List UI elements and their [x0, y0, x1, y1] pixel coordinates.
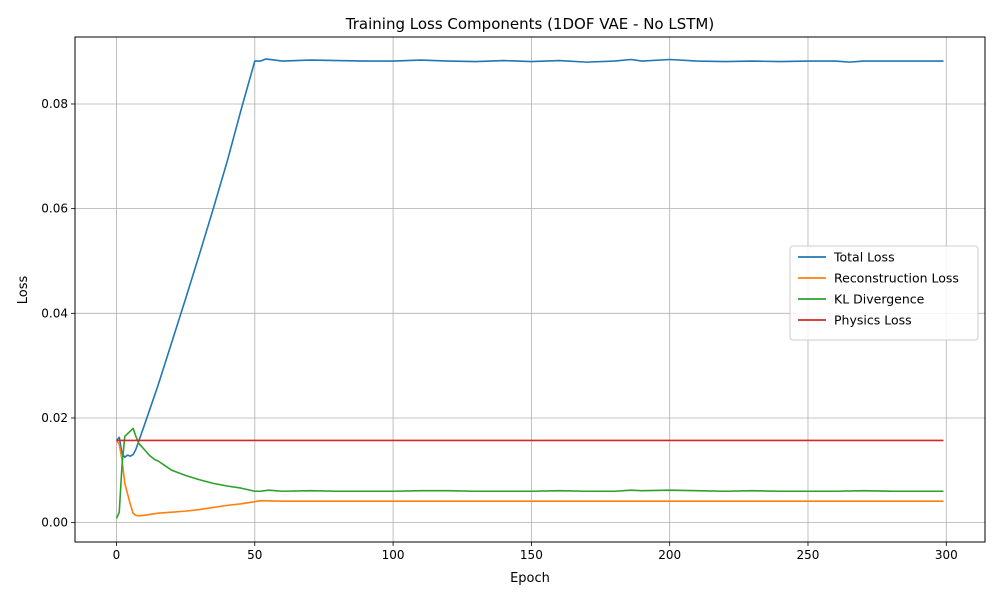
x-tick-label: 100	[382, 548, 405, 562]
y-axis-label: Loss	[16, 276, 31, 305]
legend-label: Total Loss	[833, 250, 895, 265]
x-tick-label: 200	[658, 548, 681, 562]
series-line-reconstruction-loss	[115, 439, 944, 517]
y-tick-label: 0.02	[41, 411, 68, 425]
legend-box	[789, 245, 979, 341]
series-line-kl-divergence	[115, 427, 944, 519]
y-tick-label: 0.00	[41, 516, 68, 530]
y-axis-ticks: 0.00 0.02 0.04 0.06 0.08	[41, 97, 75, 530]
legend-label: Reconstruction Loss	[834, 271, 959, 286]
x-axis-ticks: 0 50 100 150 200 250 300	[113, 542, 958, 562]
y-tick-label: 0.04	[41, 306, 68, 320]
x-tick-label: 0	[113, 548, 121, 562]
legend-label: Physics Loss	[834, 313, 912, 328]
x-tick-label: 150	[520, 548, 543, 562]
legend: Total Loss Reconstruction Loss KL Divergen…	[789, 245, 979, 341]
plot-frame	[74, 36, 986, 543]
series-line-total-loss	[115, 58, 944, 459]
series-lines	[115, 58, 944, 519]
y-tick-label: 0.08	[41, 97, 68, 111]
x-tick-label: 250	[797, 548, 820, 562]
y-tick-label: 0.06	[41, 202, 68, 216]
x-axis-label: Epoch	[510, 571, 550, 586]
legend-label: KL Divergence	[834, 292, 925, 307]
chart-title: Training Loss Components (1DOF VAE - No …	[345, 15, 714, 33]
x-tick-label: 300	[935, 548, 958, 562]
x-tick-label: 50	[247, 548, 262, 562]
